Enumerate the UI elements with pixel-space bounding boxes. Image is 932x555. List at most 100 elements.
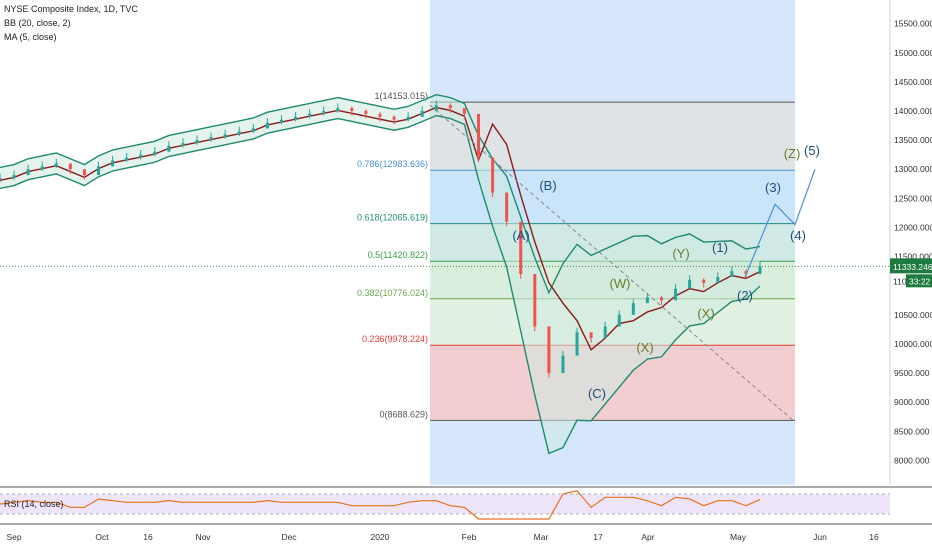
candle-body (364, 111, 368, 114)
candle-body (744, 271, 748, 275)
fib-label: 0.618(12065.619) (357, 213, 428, 223)
y-tick-label: 11500.000 (894, 252, 932, 262)
x-tick-label: Sep (6, 532, 21, 542)
x-tick-label: 16 (869, 532, 879, 542)
wave-label: (4) (790, 228, 806, 243)
wave-label: (3) (765, 180, 781, 195)
candle-body (40, 166, 44, 170)
wave-label: (B) (539, 178, 556, 193)
candle-body (392, 116, 396, 120)
wave-label: (X) (636, 340, 653, 355)
y-tick-label: 12000.000 (894, 222, 932, 232)
axis-layer: 15500.000 15000.000 14500.000 14000.000 1350… (6, 0, 932, 542)
candle-body (434, 105, 438, 112)
bands-layer (0, 93, 761, 455)
x-tick-label: Nov (195, 532, 211, 542)
candle-body (265, 122, 269, 129)
wave-label: (1) (712, 240, 728, 255)
candle-body (406, 116, 410, 120)
wave-label: (W) (610, 276, 631, 291)
candle-body (97, 166, 101, 176)
candle-body (181, 143, 185, 146)
x-tick-label: Mar (534, 532, 549, 542)
candle-body (547, 326, 551, 374)
bollinger-band-fill (0, 94, 760, 454)
candle-body (716, 276, 720, 283)
candle-body (111, 160, 115, 167)
wave-label: (5) (804, 143, 820, 158)
candle-body (603, 326, 607, 339)
fib-label: 0.786(12983.636) (357, 159, 428, 169)
price-tag-box (890, 258, 932, 274)
y-tick-label: 12500.000 (894, 193, 932, 203)
candle-body (167, 145, 171, 152)
candle-body (209, 137, 213, 141)
candle-body (420, 111, 424, 117)
y-tick-label: 9000.000 (894, 397, 930, 407)
fib-label: 0(8688.629) (379, 409, 428, 419)
price-tag-partial: 110 (893, 276, 907, 286)
indicator-bb: BB (20, close, 2) (4, 18, 71, 28)
candle-body (631, 303, 635, 315)
candle-body (659, 297, 663, 301)
rsi-layer: RSI (14, close) (0, 486, 932, 525)
trend-line (429, 104, 794, 421)
candle-body (589, 332, 593, 339)
candle-body (237, 131, 241, 135)
candle-body (82, 169, 86, 176)
candle-body (561, 355, 565, 374)
indicator-ma: MA (5, close) (4, 32, 57, 42)
x-tick-label: Dec (281, 532, 297, 542)
x-tick-label: Feb (462, 532, 477, 542)
x-tick-label: 2020 (371, 532, 390, 542)
candle-body (645, 297, 649, 304)
candle-body (153, 151, 157, 155)
price-tag: 11333.246 (893, 262, 932, 272)
candle-body (251, 128, 255, 132)
x-tick-label: Apr (641, 532, 654, 542)
y-tick-label: 13500.000 (894, 135, 932, 145)
candle-body (308, 113, 312, 117)
candle-body (448, 105, 452, 109)
wave-label: (2) (737, 288, 753, 303)
candle-body (688, 279, 692, 289)
wave-label: (C) (588, 386, 606, 401)
candle-body (322, 111, 326, 114)
x-tick-label: 17 (593, 532, 603, 542)
bollinger-lower (0, 114, 761, 455)
lines-layer (0, 100, 890, 421)
x-tick-label: Oct (95, 532, 109, 542)
candle-body (505, 192, 509, 222)
candle-body (617, 314, 621, 327)
candle-body (758, 266, 762, 275)
wave-label: (X) (697, 306, 714, 321)
timer-tag-box (906, 274, 932, 288)
candle-body (462, 108, 466, 114)
candle-body (730, 271, 734, 277)
rsi-line (0, 489, 761, 520)
candle-body (279, 119, 283, 123)
candle-body (533, 274, 537, 327)
wave-projection (744, 169, 816, 278)
wave-label: (Y) (672, 246, 689, 261)
y-tick-label: 9500.000 (894, 368, 930, 378)
candle-body (125, 157, 129, 161)
wave-label: (A) (512, 228, 529, 243)
candle-body (68, 163, 72, 170)
fib-label: 1(14153.015) (374, 91, 428, 101)
x-tick-label: 16 (143, 532, 153, 542)
candle-body (491, 157, 495, 193)
fib-label: 0.236(9978.224) (362, 334, 428, 344)
y-tick-label: 15000.000 (894, 48, 932, 58)
waves-layer: (A) (B) (C) (W) (X) (Y) (X) (Z) (1) (2) (3) (4) (5) (512, 143, 820, 401)
candle-body (26, 169, 30, 176)
y-tick-label: 10500.000 (894, 310, 932, 320)
y-tick-label: 8500.000 (894, 426, 930, 436)
candle-body (0, 177, 2, 179)
x-tick-label: May (730, 532, 747, 542)
candle-body (575, 332, 579, 356)
candle-body (223, 134, 227, 138)
y-tick-label: 10000.000 (894, 339, 932, 349)
